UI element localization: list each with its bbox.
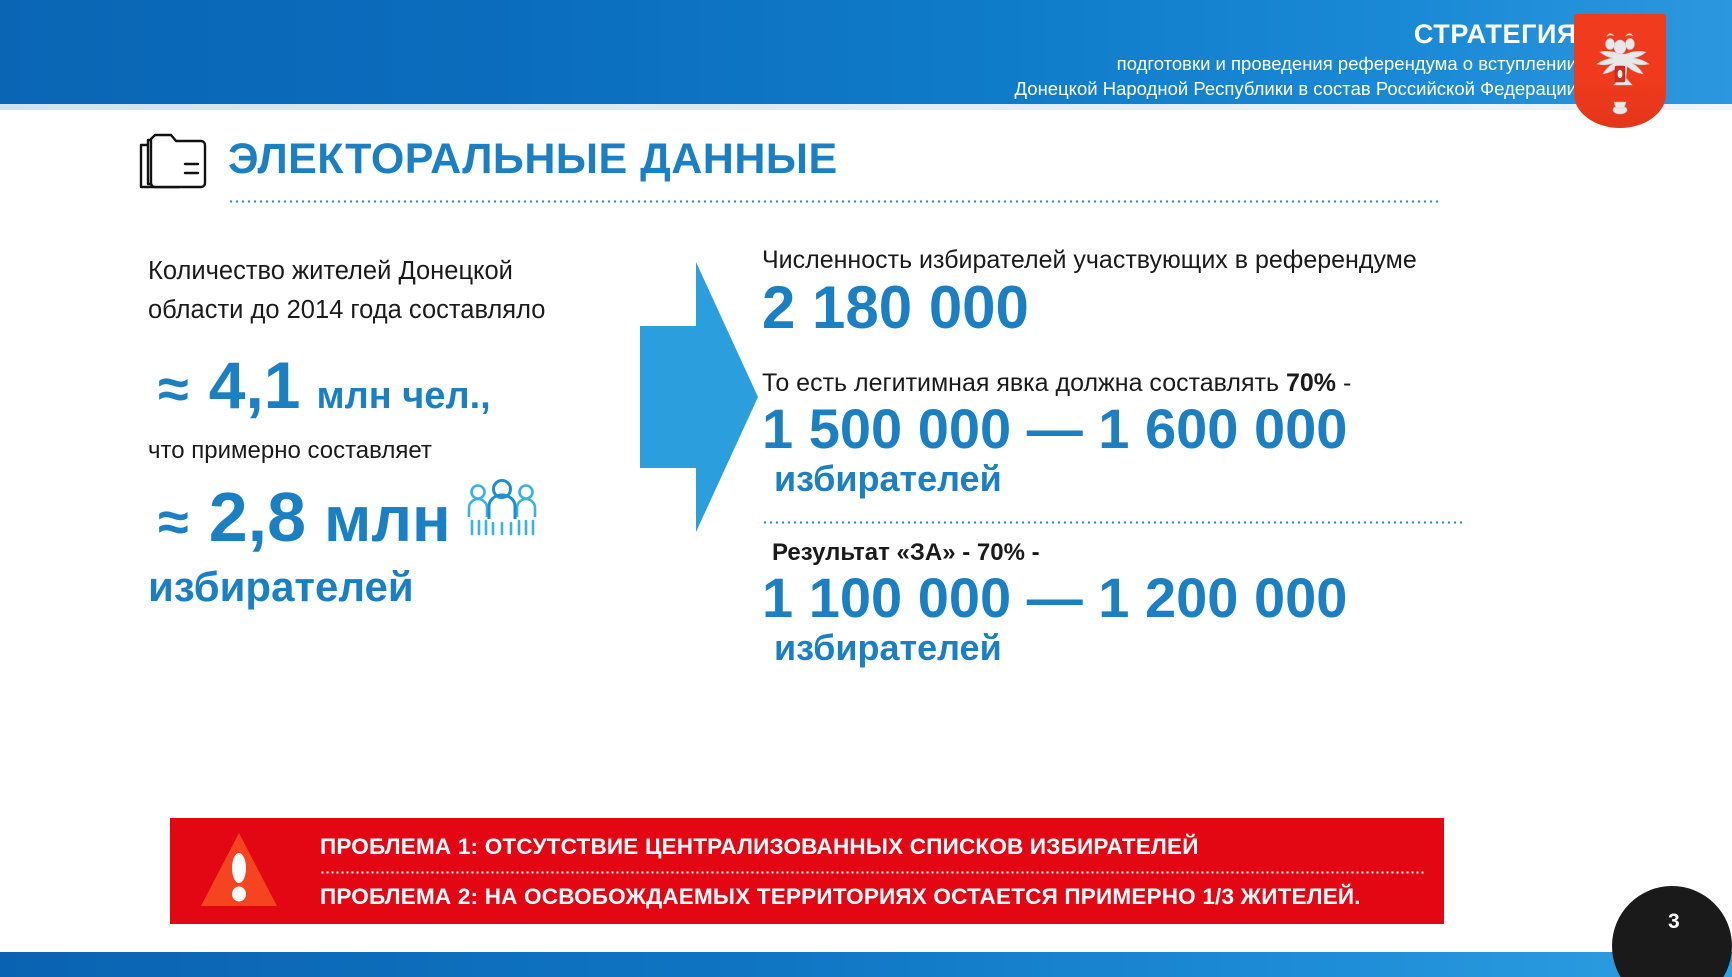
double-eagle-icon <box>1596 33 1650 115</box>
legit-label-suffix: - <box>1336 368 1352 397</box>
left-column: Количество жителей Донецкой области до 2… <box>148 252 618 608</box>
slide-header <box>0 0 1732 104</box>
legitimate-turnout-value: 1 500 000 — 1 600 000 <box>762 396 1348 460</box>
turnout-total-value: 2 180 000 <box>762 274 1029 341</box>
turnout-total-label: Численность избирателей участвующих в ре… <box>762 246 1417 274</box>
voters-figure-row: ≈ 2,8 млн <box>158 478 618 556</box>
dnr-coat-of-arms-icon <box>1574 14 1666 128</box>
approx-symbol-population: ≈ <box>158 357 189 420</box>
population-lead-line2: области до 2014 года составляло <box>148 296 546 324</box>
header-text-group: СТРАТЕГИЯ подготовки и проведения рефере… <box>677 18 1577 100</box>
left-voters-word: избирателей <box>148 563 414 610</box>
problem-1-text: ПРОБЛЕМА 1: ОТСУТСТВИЕ ЦЕНТРАЛИЗОВАННЫХ … <box>320 834 1199 859</box>
page-number-badge: 3 <box>1612 886 1732 977</box>
title-divider <box>228 200 1440 203</box>
warning-triangle-icon <box>198 830 280 910</box>
page-title: ЭЛЕКТОРАЛЬНЫЕ ДАННЫЕ <box>228 135 838 183</box>
problem-2-text: ПРОБЛЕМА 2: НА ОСВОБОЖДАЕМЫХ ТЕРРИТОРИЯХ… <box>320 884 1361 909</box>
voters-unit: млн <box>324 483 451 555</box>
problems-banner: ПРОБЛЕМА 1: ОТСУТСТВИЕ ЦЕНТРАЛИЗОВАННЫХ … <box>170 818 1444 924</box>
legit-label-prefix: То есть легитимная явка должна составлят… <box>762 368 1286 397</box>
page-badge-shape <box>1612 886 1732 977</box>
right-column: Численность избирателей участвующих в ре… <box>762 244 1462 668</box>
page-number: 3 <box>1668 910 1680 933</box>
header-subtitle-line1: подготовки и проведения референдума о вс… <box>1116 53 1577 74</box>
result-za-label: Результат «ЗА» - 70% - <box>772 538 1040 566</box>
folder-stack-icon <box>136 128 214 200</box>
result-za-block: Результат «ЗА» - 70% - 1 100 000 — 1 200… <box>762 538 1462 668</box>
population-value: 4,1 <box>208 348 301 422</box>
legit-label-percent: 70% <box>1285 368 1336 397</box>
header-underline <box>0 104 1732 110</box>
population-figure-row: ≈ 4,1 млн чел., <box>158 352 618 418</box>
population-lead-line1: Количество жителей Донецкой <box>148 257 513 285</box>
legitimate-turnout-block: То есть легитимная явка должна составлят… <box>762 367 1462 499</box>
result-za-value: 1 100 000 — 1 200 000 <box>762 565 1348 629</box>
legitimate-turnout-unit: избирателей <box>774 458 1002 500</box>
voters-value: 2,8 <box>208 478 307 556</box>
spacer <box>762 341 1462 367</box>
header-title: СТРАТЕГИЯ <box>1413 19 1577 49</box>
voters-mid-text: что примерно составляет <box>148 437 432 464</box>
right-arrow-icon <box>640 262 758 532</box>
banner-text-group: ПРОБЛЕМА 1: ОТСУТСТВИЕ ЦЕНТРАЛИЗОВАННЫХ … <box>320 832 1425 912</box>
legitimate-turnout-label: То есть легитимная явка должна составлят… <box>762 367 1462 399</box>
footer-strip <box>0 952 1732 977</box>
population-unit: млн чел., <box>316 375 491 417</box>
turnout-total-block: Численность избирателей участвующих в ре… <box>762 244 1462 341</box>
banner-divider <box>320 871 1425 874</box>
header-subtitle-line2: Донецкой Народной Республики в состав Ро… <box>1014 78 1577 99</box>
right-column-divider <box>762 520 1462 524</box>
approx-symbol-voters: ≈ <box>158 490 189 553</box>
people-group-icon <box>465 479 539 537</box>
result-za-unit: избирателей <box>774 627 1002 669</box>
